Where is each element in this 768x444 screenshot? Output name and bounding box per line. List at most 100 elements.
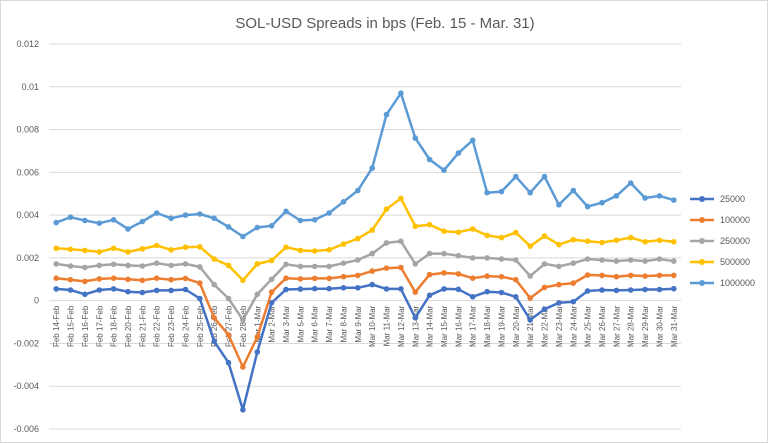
- data-point: [398, 195, 404, 202]
- data-point: [182, 275, 189, 282]
- data-point: [96, 287, 103, 293]
- data-point: [656, 193, 663, 199]
- data-point: [326, 263, 332, 270]
- x-tick-label: Mar 7-Mar: [325, 305, 334, 342]
- x-tick-label: Feb 17-Feb: [95, 305, 104, 347]
- data-point: [326, 210, 332, 216]
- data-point: [398, 90, 404, 96]
- x-tick-label: Mar 10-Mar: [368, 305, 377, 347]
- legend-label: 25000: [720, 194, 745, 204]
- data-point: [584, 203, 591, 210]
- data-point: [541, 173, 548, 180]
- legend-label: 500000: [720, 257, 750, 267]
- x-tick-label: Mar 1-Mar: [253, 305, 262, 342]
- data-point: [369, 250, 376, 257]
- data-point: [570, 280, 577, 286]
- data-point: [340, 285, 347, 291]
- x-axis: Feb 14-Feb Feb 15-Feb Feb 16-Feb Feb 17-Feb…: [52, 305, 679, 347]
- data-point: [599, 257, 605, 263]
- legend-label: 250000: [720, 236, 750, 246]
- data-point: [168, 262, 174, 269]
- data-point: [211, 338, 217, 345]
- data-point: [469, 255, 476, 261]
- data-point: [656, 272, 663, 279]
- x-tick-label: Mar 31-Mar: [670, 305, 679, 347]
- data-point: [283, 275, 289, 282]
- data-point: [599, 287, 605, 293]
- data-point: [240, 233, 246, 240]
- data-point: [455, 150, 462, 156]
- data-point: [484, 255, 490, 261]
- data-point: [369, 281, 376, 288]
- x-tick-label: Mar 24-Mar: [569, 305, 578, 347]
- data-point: [96, 262, 103, 269]
- series-line-500000: [56, 197, 674, 282]
- data-point: [67, 287, 74, 293]
- data-point: [82, 217, 88, 224]
- data-point: [153, 275, 160, 282]
- data-point: [398, 238, 404, 244]
- data-point: [82, 264, 88, 271]
- x-tick-label: Mar 23-Mar: [555, 305, 564, 347]
- data-point: [469, 137, 476, 144]
- data-point: [197, 244, 203, 250]
- data-point: [426, 292, 433, 299]
- data-point: [110, 217, 117, 223]
- data-point: [556, 263, 562, 270]
- data-point: [627, 180, 634, 186]
- x-tick-label: Mar 15-Mar: [440, 305, 449, 347]
- data-point: [484, 189, 490, 196]
- data-point: [355, 235, 361, 242]
- data-point: [613, 273, 620, 280]
- data-point: [656, 237, 663, 244]
- data-point: [297, 263, 304, 270]
- data-point: [412, 135, 419, 141]
- data-point: [455, 271, 462, 277]
- data-point: [498, 256, 505, 262]
- x-tick-label: Mar 13-Mar: [411, 305, 420, 347]
- data-point: [139, 289, 146, 296]
- data-point: [197, 280, 203, 286]
- data-point: [527, 273, 533, 279]
- data-point: [254, 291, 261, 298]
- data-point: [139, 277, 146, 284]
- data-point: [53, 245, 59, 252]
- data-point: [527, 295, 533, 301]
- legend-label: 100000: [720, 215, 750, 225]
- data-point: [412, 261, 419, 267]
- x-tick-label: Mar 27-Mar: [612, 305, 621, 347]
- data-point: [311, 217, 318, 223]
- data-point: [254, 224, 261, 231]
- data-point: [383, 286, 390, 292]
- y-tick-label: 0.002: [16, 253, 39, 263]
- x-tick-label: Feb 23-Feb: [167, 305, 176, 347]
- data-point: [584, 288, 591, 294]
- data-point: [613, 193, 620, 199]
- data-point: [240, 277, 246, 284]
- data-point: [168, 287, 174, 294]
- data-point: [355, 257, 361, 263]
- y-tick-label: -0.002: [13, 338, 39, 348]
- data-point: [326, 285, 332, 292]
- data-point: [197, 264, 203, 270]
- y-tick-label: -0.006: [13, 424, 39, 434]
- data-point: [627, 272, 634, 279]
- data-point: [125, 276, 131, 283]
- data-point: [656, 256, 663, 262]
- data-point: [53, 261, 59, 267]
- x-tick-label: Mar 2-Mar: [268, 305, 277, 342]
- data-point: [340, 260, 347, 267]
- data-point: [340, 199, 347, 205]
- data-point: [426, 221, 433, 228]
- data-point: [627, 234, 634, 241]
- data-point: [139, 218, 146, 225]
- data-point: [527, 317, 533, 323]
- data-point: [613, 237, 620, 244]
- data-point: [340, 273, 347, 280]
- data-point: [268, 300, 275, 306]
- data-point: [82, 247, 88, 254]
- data-point: [225, 359, 232, 366]
- data-point: [240, 364, 246, 370]
- data-point: [642, 195, 648, 201]
